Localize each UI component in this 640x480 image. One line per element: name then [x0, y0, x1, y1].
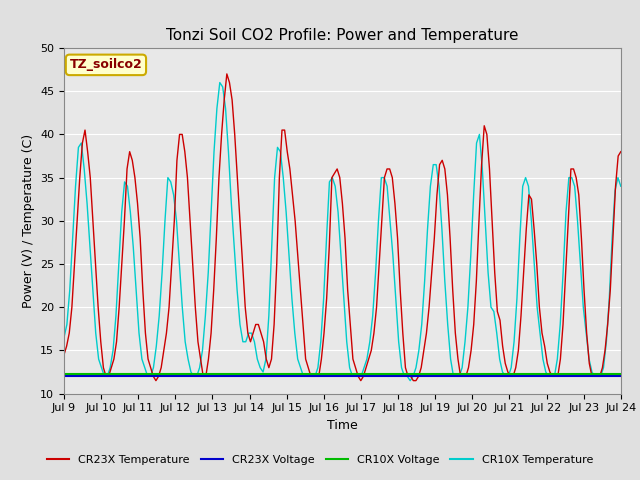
CR10X Voltage: [516, 371, 524, 377]
CR10X Temperature: [112, 313, 120, 319]
CR10X Temperature: [60, 335, 68, 340]
CR23X Temperature: [617, 149, 625, 155]
CR23X Temperature: [152, 378, 160, 384]
CR23X Temperature: [191, 304, 199, 310]
CR10X Temperature: [617, 183, 625, 189]
CR10X Voltage: [328, 371, 335, 377]
CR10X Temperature: [216, 80, 223, 85]
CR23X Voltage: [617, 373, 625, 379]
CR23X Temperature: [223, 71, 230, 77]
X-axis label: Time: Time: [327, 419, 358, 432]
CR23X Temperature: [212, 235, 220, 241]
CR10X Voltage: [617, 371, 625, 377]
CR23X Temperature: [165, 304, 173, 310]
CR10X Temperature: [351, 373, 359, 379]
CR23X Temperature: [257, 330, 265, 336]
CR10X Temperature: [175, 261, 183, 267]
CR10X Voltage: [362, 371, 369, 377]
CR10X Voltage: [392, 371, 399, 377]
CR23X Temperature: [76, 175, 84, 180]
Legend: CR23X Temperature, CR23X Voltage, CR10X Voltage, CR10X Temperature: CR23X Temperature, CR23X Voltage, CR10X …: [43, 451, 597, 469]
CR23X Voltage: [324, 373, 332, 379]
CR10X Voltage: [324, 371, 332, 377]
CR10X Voltage: [604, 371, 611, 377]
Text: TZ_soilco2: TZ_soilco2: [70, 59, 142, 72]
Line: CR10X Temperature: CR10X Temperature: [64, 83, 621, 381]
CR10X Temperature: [513, 296, 521, 301]
CR23X Voltage: [362, 373, 369, 379]
CR23X Voltage: [392, 373, 399, 379]
CR23X Voltage: [60, 373, 68, 379]
CR23X Voltage: [328, 373, 335, 379]
CR23X Voltage: [516, 373, 524, 379]
Line: CR23X Temperature: CR23X Temperature: [64, 74, 621, 381]
CR23X Temperature: [341, 235, 349, 241]
CR10X Voltage: [60, 371, 68, 377]
CR10X Temperature: [406, 378, 414, 384]
CR23X Voltage: [604, 373, 611, 379]
Title: Tonzi Soil CO2 Profile: Power and Temperature: Tonzi Soil CO2 Profile: Power and Temper…: [166, 28, 518, 43]
CR10X Temperature: [496, 356, 504, 362]
CR10X Temperature: [326, 179, 333, 185]
CR23X Temperature: [60, 352, 68, 358]
Y-axis label: Power (V) / Temperature (C): Power (V) / Temperature (C): [22, 134, 35, 308]
